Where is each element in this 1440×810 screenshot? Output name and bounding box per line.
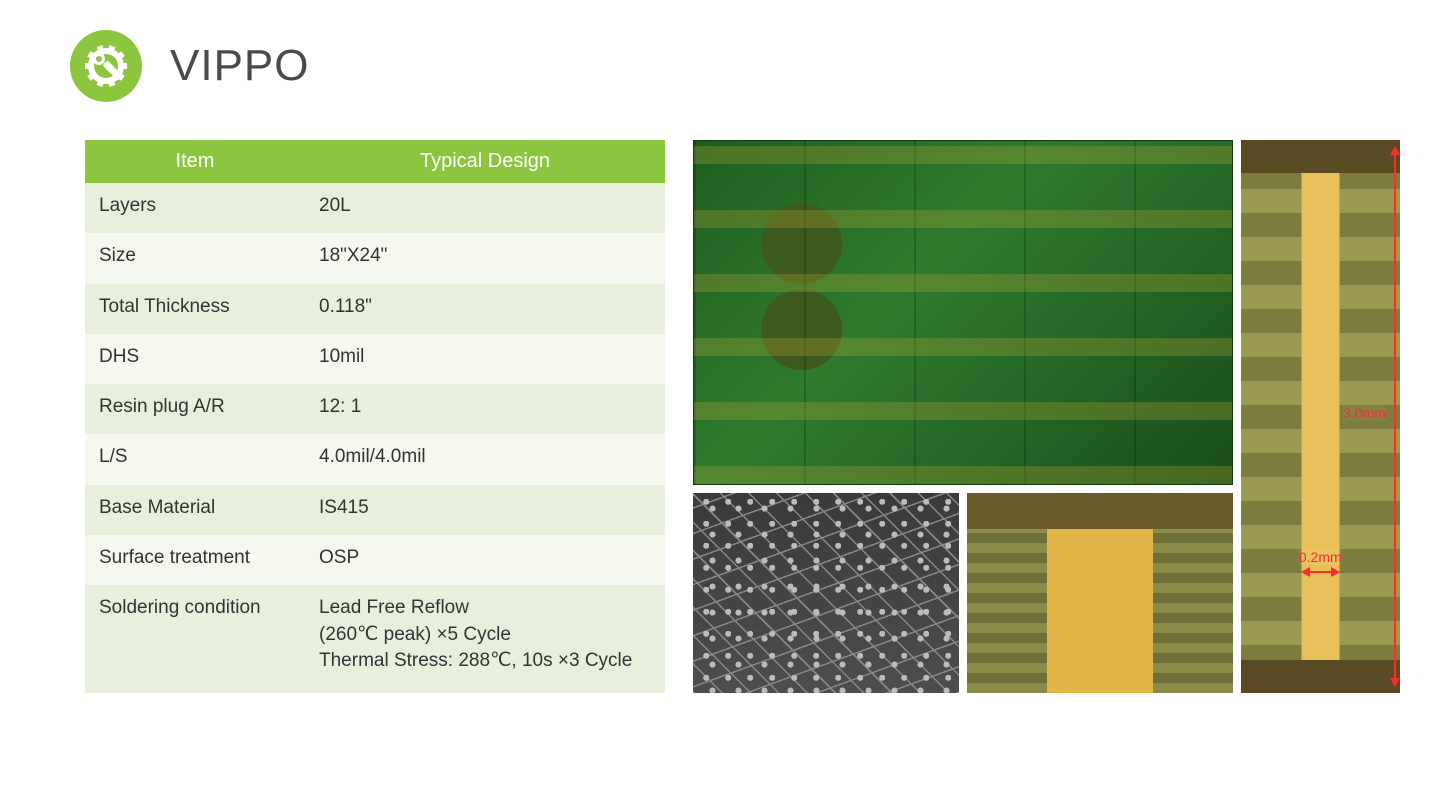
width-arrow (1303, 571, 1338, 573)
table-cell: 18"X24" (305, 233, 665, 283)
pcb-top-image (693, 140, 1233, 485)
table-cell: Resin plug A/R (85, 384, 305, 434)
table-row: Size18"X24" (85, 233, 665, 283)
table-row: Total Thickness0.118" (85, 284, 665, 334)
content-row: ItemTypical Design Layers20LSize18"X24"T… (85, 140, 1400, 693)
table-cell: DHS (85, 334, 305, 384)
table-cell: Base Material (85, 485, 305, 535)
table-cell: Total Thickness (85, 284, 305, 334)
table-cell: 20L (305, 183, 665, 233)
height-dimension-label: 3.0mm (1343, 405, 1386, 421)
table-header-cell: Typical Design (305, 140, 665, 183)
table-header-cell: Item (85, 140, 305, 183)
slide-header: VIPPO (70, 30, 310, 102)
gear-wrench-icon (70, 30, 142, 102)
table-row: Layers20L (85, 183, 665, 233)
height-arrow (1394, 148, 1396, 685)
table-row: Surface treatmentOSP (85, 535, 665, 585)
table-row: DHS10mil (85, 334, 665, 384)
table-cell: Size (85, 233, 305, 283)
table-cell: IS415 (305, 485, 665, 535)
xray-image (693, 493, 959, 693)
cross-section-tall-image: 3.0mm 0.2mm (1241, 140, 1400, 693)
table-cell: 4.0mil/4.0mil (305, 434, 665, 484)
table-cell: 12: 1 (305, 384, 665, 434)
table-cell: Layers (85, 183, 305, 233)
table-cell: Surface treatment (85, 535, 305, 585)
table-row: Resin plug A/R12: 1 (85, 384, 665, 434)
image-grid: 3.0mm 0.2mm (693, 140, 1400, 693)
table-row: Soldering conditionLead Free Reflow (260… (85, 585, 665, 693)
table-row: Base MaterialIS415 (85, 485, 665, 535)
table-cell: 10mil (305, 334, 665, 384)
spec-table: ItemTypical Design Layers20LSize18"X24"T… (85, 140, 665, 693)
width-dimension-label: 0.2mm (1299, 549, 1342, 565)
table-cell: L/S (85, 434, 305, 484)
table-cell: Soldering condition (85, 585, 305, 693)
table-cell: Lead Free Reflow (260℃ peak) ×5 CycleThe… (305, 585, 665, 693)
page-title: VIPPO (170, 41, 310, 91)
cross-section-small-image (967, 493, 1233, 693)
table-cell: 0.118" (305, 284, 665, 334)
table-cell: OSP (305, 535, 665, 585)
table-row: L/S4.0mil/4.0mil (85, 434, 665, 484)
